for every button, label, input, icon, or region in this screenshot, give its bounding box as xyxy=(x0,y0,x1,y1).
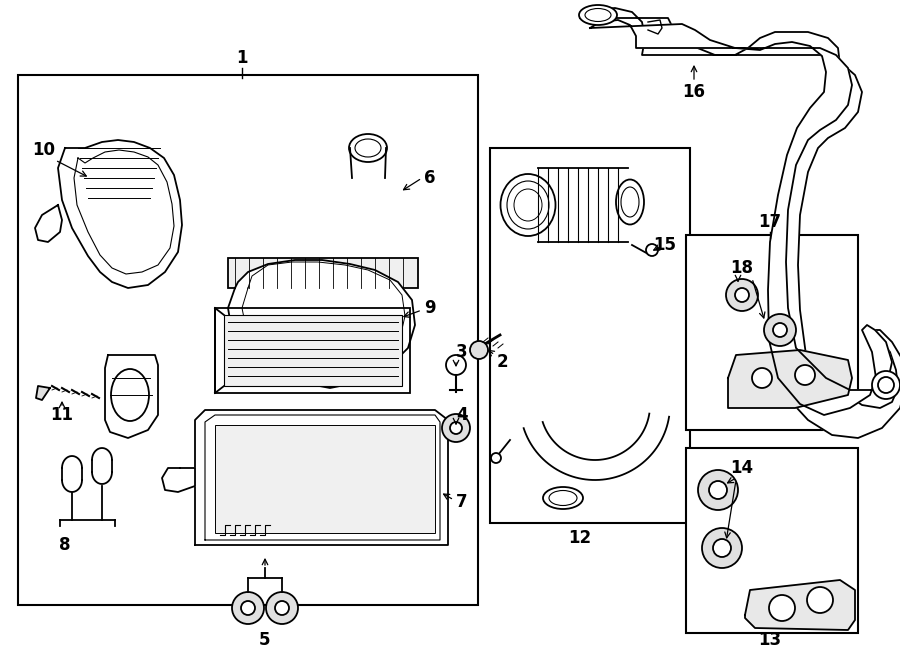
Text: 14: 14 xyxy=(731,459,753,477)
Circle shape xyxy=(807,587,833,613)
Polygon shape xyxy=(728,350,852,408)
Ellipse shape xyxy=(579,5,617,25)
Circle shape xyxy=(872,371,900,399)
Polygon shape xyxy=(580,8,900,438)
Circle shape xyxy=(878,377,894,393)
Circle shape xyxy=(698,470,738,510)
Bar xyxy=(686,235,858,430)
Circle shape xyxy=(702,528,742,568)
Text: 1: 1 xyxy=(236,49,248,67)
Ellipse shape xyxy=(543,487,583,509)
Bar xyxy=(228,258,418,288)
Ellipse shape xyxy=(349,134,387,162)
Polygon shape xyxy=(162,468,195,492)
Bar xyxy=(215,308,410,393)
Circle shape xyxy=(470,341,488,359)
Text: 5: 5 xyxy=(259,631,271,649)
Ellipse shape xyxy=(549,490,577,506)
Bar xyxy=(18,75,478,605)
Circle shape xyxy=(446,355,466,375)
Polygon shape xyxy=(35,205,62,242)
Circle shape xyxy=(450,422,462,434)
Text: 13: 13 xyxy=(759,631,781,649)
Text: 15: 15 xyxy=(653,236,677,254)
Polygon shape xyxy=(745,580,855,630)
Text: 3: 3 xyxy=(456,343,468,361)
Text: 8: 8 xyxy=(59,536,71,554)
Bar xyxy=(490,148,690,523)
Circle shape xyxy=(726,279,758,311)
Text: 2: 2 xyxy=(496,353,508,371)
Circle shape xyxy=(646,244,658,256)
Circle shape xyxy=(241,601,255,615)
Ellipse shape xyxy=(355,139,381,157)
Bar xyxy=(224,315,402,386)
Circle shape xyxy=(795,365,815,385)
Polygon shape xyxy=(58,140,182,288)
Polygon shape xyxy=(228,260,415,388)
Circle shape xyxy=(442,414,470,442)
Ellipse shape xyxy=(616,180,644,225)
Polygon shape xyxy=(105,355,158,438)
Text: 12: 12 xyxy=(569,529,591,547)
Ellipse shape xyxy=(500,174,555,236)
Ellipse shape xyxy=(585,9,611,22)
Circle shape xyxy=(709,481,727,499)
Ellipse shape xyxy=(507,181,549,229)
Circle shape xyxy=(275,601,289,615)
Ellipse shape xyxy=(111,369,149,421)
Circle shape xyxy=(266,592,298,624)
Text: 9: 9 xyxy=(424,299,436,317)
Circle shape xyxy=(769,595,795,621)
Text: 11: 11 xyxy=(50,406,74,424)
Bar xyxy=(215,425,435,533)
Ellipse shape xyxy=(514,189,542,221)
Text: 4: 4 xyxy=(456,406,468,424)
Circle shape xyxy=(764,314,796,346)
Text: 7: 7 xyxy=(456,493,468,511)
Ellipse shape xyxy=(621,187,639,217)
Polygon shape xyxy=(590,20,892,415)
Circle shape xyxy=(232,592,264,624)
Bar xyxy=(686,448,858,633)
Text: 16: 16 xyxy=(682,83,706,101)
Circle shape xyxy=(773,323,787,337)
Text: 6: 6 xyxy=(424,169,436,187)
Circle shape xyxy=(491,453,501,463)
Circle shape xyxy=(735,288,749,302)
Text: 17: 17 xyxy=(759,213,781,231)
Text: 10: 10 xyxy=(32,141,56,159)
Polygon shape xyxy=(195,410,448,545)
Text: 18: 18 xyxy=(731,259,753,277)
Circle shape xyxy=(752,368,772,388)
Polygon shape xyxy=(36,386,50,400)
Circle shape xyxy=(713,539,731,557)
